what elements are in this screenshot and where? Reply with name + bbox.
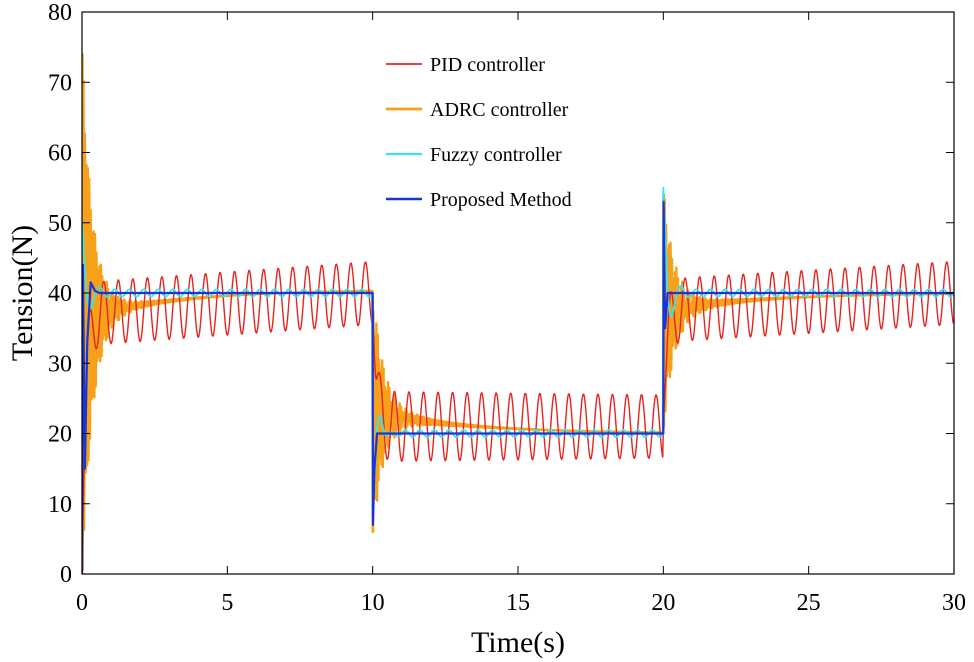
y-tick-label: 30 [48,351,72,377]
y-tick-label: 0 [60,562,72,588]
y-tick-label: 20 [48,422,72,448]
series-layer [82,52,954,574]
x-tick-label: 5 [221,590,233,616]
y-tick-label: 50 [48,211,72,237]
x-axis-label: Time(s) [471,626,565,659]
x-tick-label: 10 [361,590,385,616]
legend-label: Proposed Method [430,189,572,211]
series-line-adrc-controller [82,52,954,572]
series-line-pid-controller [82,261,954,574]
y-tick-label: 70 [48,70,72,96]
series-line-proposed-method [82,200,954,574]
y-axis-label: Tension(N) [6,225,39,361]
legend-label: PID controller [430,54,545,76]
x-tick-label: 25 [797,590,821,616]
y-tick-label: 60 [48,141,72,167]
legend: PID controller ADRC controller Fuzzy contr… [386,54,572,211]
y-tick-label: 40 [48,281,72,307]
y-tick-label: 10 [48,492,72,518]
y-tick-label: 80 [48,0,72,26]
legend-label: Fuzzy controller [430,144,562,166]
legend-label: ADRC controller [430,99,569,121]
x-tick-label: 0 [76,590,88,616]
ticks-layer: 0 5 10 15 20 25 30 0 10 20 30 40 50 60 70 80 [48,0,966,616]
x-tick-label: 15 [506,590,530,616]
x-tick-label: 30 [942,590,966,616]
x-tick-label: 20 [651,590,675,616]
